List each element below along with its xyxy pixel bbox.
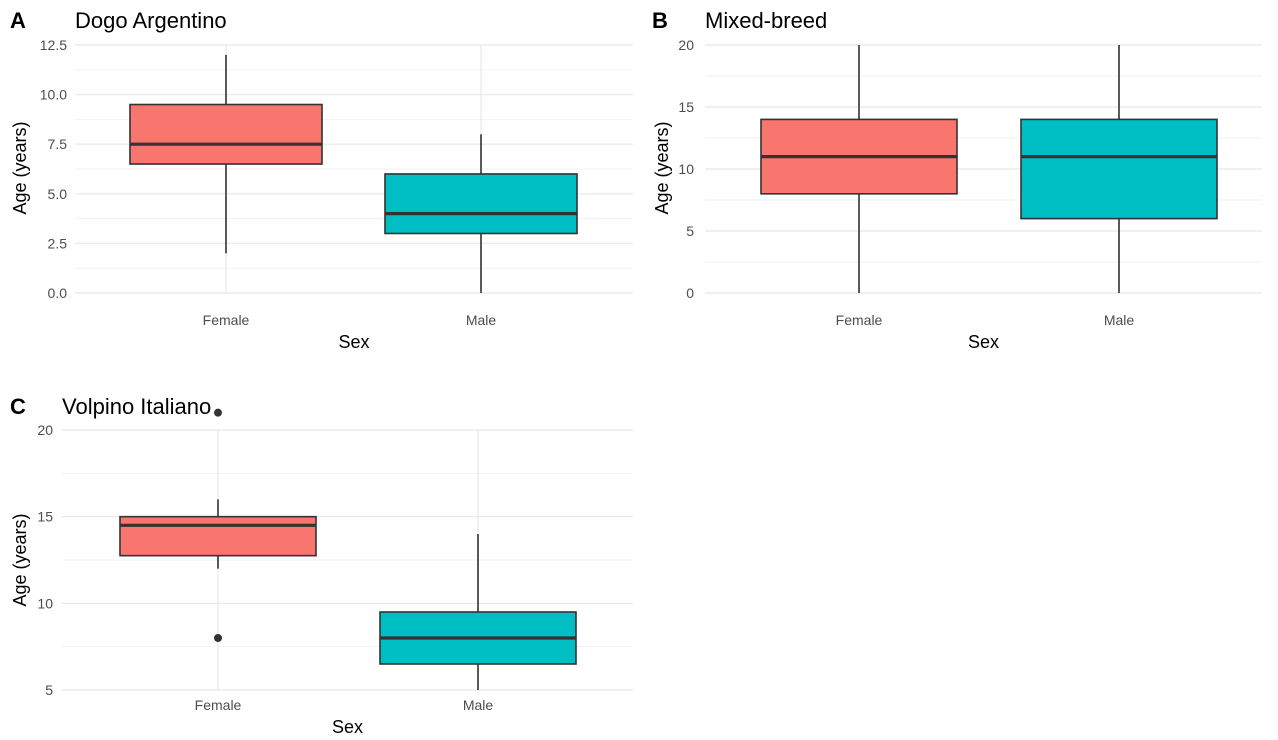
x-tick-label: Male [1104, 312, 1135, 328]
y-tick-label: 0.0 [48, 285, 68, 301]
y-tick-label: 15 [678, 99, 694, 115]
outlier-point [214, 634, 222, 642]
y-axis-title: Age (years) [10, 121, 30, 214]
outlier-point [214, 408, 222, 417]
x-tick-label: Male [466, 312, 497, 328]
box-male [384, 134, 578, 293]
y-tick-label: 15 [37, 509, 53, 525]
panel-tag: B [652, 8, 668, 33]
box-male [1020, 45, 1218, 293]
y-tick-label: 20 [678, 37, 694, 53]
y-tick-label: 5 [686, 223, 694, 239]
x-tick-label: Male [463, 697, 494, 713]
chart-panel-c: 5 10 15 20 Female Male C Volpino Italiano Sex Age… [10, 394, 633, 737]
box-female [129, 54, 323, 254]
x-tick-label: Female [195, 697, 242, 713]
chart-panel-a: 0.0 2.5 5.0 7.5 10.0 12.5 Female Male A Dogo Arge… [10, 8, 633, 352]
x-tick-label: Female [836, 312, 883, 328]
panel-tag: A [10, 8, 26, 33]
y-axis-title: Age (years) [652, 121, 672, 214]
y-tick-label: 0 [686, 285, 694, 301]
x-axis-title: Sex [332, 717, 363, 737]
y-tick-label: 5.0 [48, 186, 68, 202]
box-body [384, 173, 578, 235]
chart-panel-b: 0 5 10 15 20 Female Male B Mixed-breed Sex Age (ye… [652, 8, 1262, 352]
y-tick-label: 10 [37, 595, 53, 611]
x-axis-title: Sex [968, 332, 999, 352]
y-tick-label: 2.5 [48, 235, 68, 251]
x-axis-title: Sex [338, 332, 369, 352]
box-female [119, 408, 317, 642]
x-tick-label: Female [203, 312, 250, 328]
box-body [1020, 118, 1218, 220]
box-body [119, 515, 317, 557]
chart-title: Volpino Italiano [62, 394, 211, 419]
chart-title: Dogo Argentino [75, 8, 227, 33]
panel-tag: C [10, 394, 26, 419]
y-axis-title: Age (years) [10, 513, 30, 606]
y-tick-label: 10 [678, 161, 694, 177]
box-female [760, 45, 958, 293]
box-male [379, 534, 577, 690]
y-tick-label: 20 [37, 422, 53, 438]
box-body [129, 103, 323, 165]
chart-title: Mixed-breed [705, 8, 827, 33]
y-tick-label: 12.5 [40, 37, 67, 53]
y-tick-label: 10.0 [40, 87, 67, 103]
y-tick-label: 7.5 [48, 136, 68, 152]
y-tick-label: 5 [45, 682, 53, 698]
